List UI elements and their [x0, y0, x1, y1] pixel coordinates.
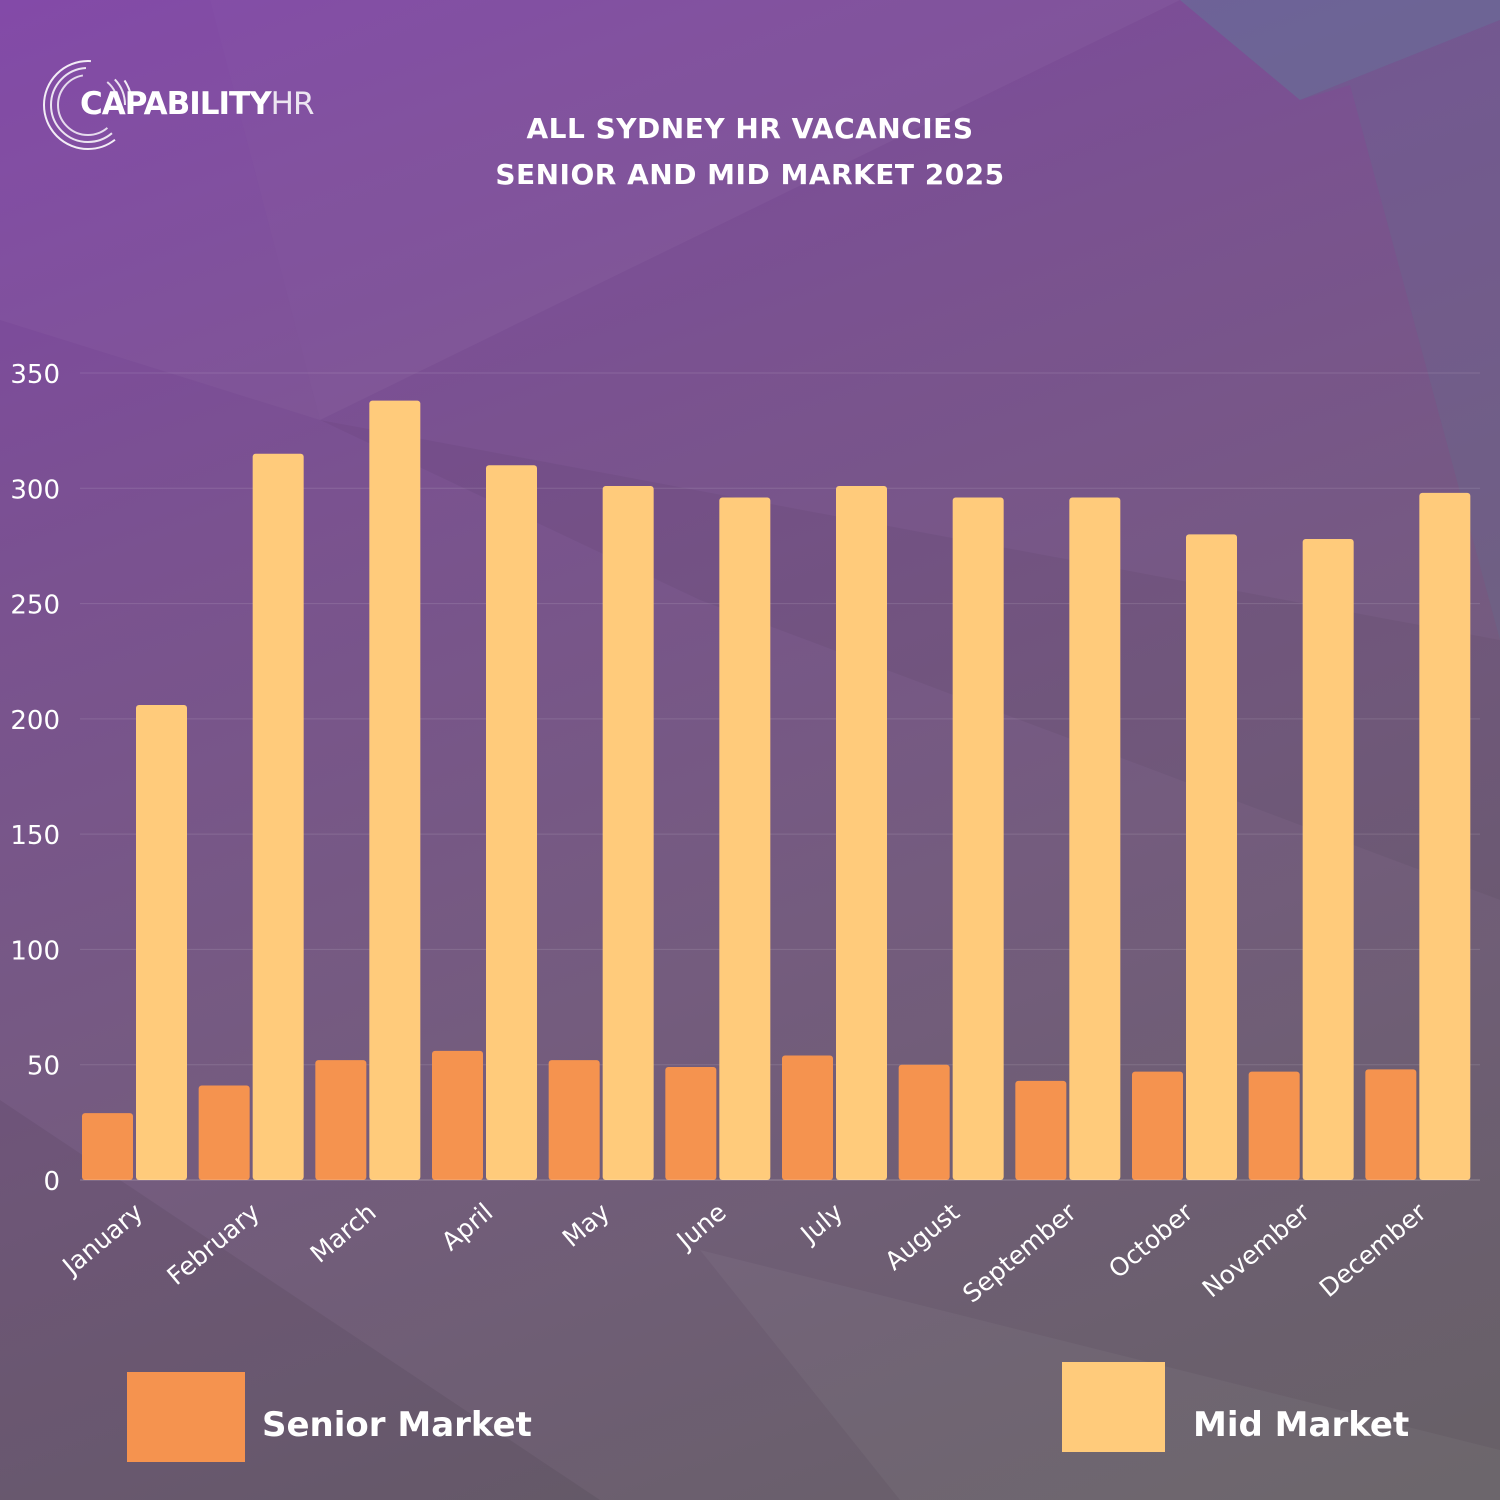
x-tick-label-january: January: [56, 1197, 149, 1282]
bar-senior-september: [1015, 1080, 1067, 1180]
bar-senior-december: [1365, 1069, 1417, 1180]
legend-label-senior: Senior Market: [262, 1405, 532, 1445]
chart-title-line-1: ALL SYDNEY HR VACANCIES: [526, 112, 974, 145]
bar-senior-march: [315, 1060, 367, 1180]
bar-senior-january: [82, 1113, 133, 1180]
logo-name-light: HR: [270, 86, 315, 122]
bar-senior-july: [782, 1055, 833, 1180]
bar-mid-april: [486, 465, 537, 1180]
legend-swatch-mid: [1062, 1362, 1165, 1452]
y-tick-label-300: 300: [10, 475, 60, 505]
y-tick-label-0: 0: [43, 1167, 60, 1197]
bar-senior-august: [898, 1064, 950, 1180]
bar-mid-june: [719, 497, 771, 1181]
bar-senior-february: [198, 1085, 250, 1180]
y-tick-label-250: 250: [10, 591, 60, 621]
y-tick-label-200: 200: [10, 706, 60, 736]
legend-label-mid: Mid Market: [1193, 1405, 1410, 1445]
bar-senior-june: [665, 1067, 717, 1180]
bar-senior-may: [548, 1060, 600, 1180]
logo-name-bold: CAPABILITY: [80, 86, 272, 122]
capability-hr-logo: [43, 60, 133, 150]
bar-mid-january: [136, 705, 187, 1180]
bar-senior-april: [432, 1050, 483, 1180]
x-tick-label-february: February: [162, 1197, 266, 1291]
legend-swatch-senior: [127, 1372, 245, 1462]
x-tick-label-october: October: [1103, 1197, 1199, 1284]
x-tick-label-may: May: [557, 1197, 615, 1253]
chart-title-line-2: SENIOR AND MID MARKET 2025: [495, 158, 1005, 191]
x-tick-label-june: June: [670, 1197, 732, 1256]
bar-mid-july: [836, 485, 887, 1181]
bar-senior-november: [1248, 1071, 1300, 1180]
x-tick-label-november: November: [1197, 1197, 1316, 1303]
y-tick-label-100: 100: [10, 936, 60, 966]
bar-mid-february: [252, 453, 304, 1180]
bar-mid-october: [1186, 534, 1237, 1180]
x-tick-label-march: March: [305, 1197, 382, 1268]
logo-wordmark: CAPABILITYHR: [80, 86, 315, 122]
x-tick-label-july: July: [794, 1197, 849, 1250]
bar-senior-october: [1132, 1071, 1183, 1180]
y-tick-label-50: 50: [27, 1052, 60, 1082]
x-tick-label-december: December: [1314, 1197, 1433, 1303]
x-tick-label-april: April: [436, 1197, 498, 1256]
bar-mid-march: [369, 400, 421, 1180]
bar-mid-may: [602, 485, 654, 1181]
x-tick-label-september: September: [957, 1197, 1082, 1309]
y-tick-label-150: 150: [10, 821, 60, 851]
bar-mid-december: [1419, 492, 1471, 1180]
x-tick-label-august: August: [879, 1197, 965, 1276]
y-tick-label-350: 350: [10, 360, 60, 390]
bar-mid-august: [952, 497, 1004, 1181]
bar-mid-september: [1069, 497, 1121, 1181]
bar-mid-november: [1302, 539, 1354, 1180]
